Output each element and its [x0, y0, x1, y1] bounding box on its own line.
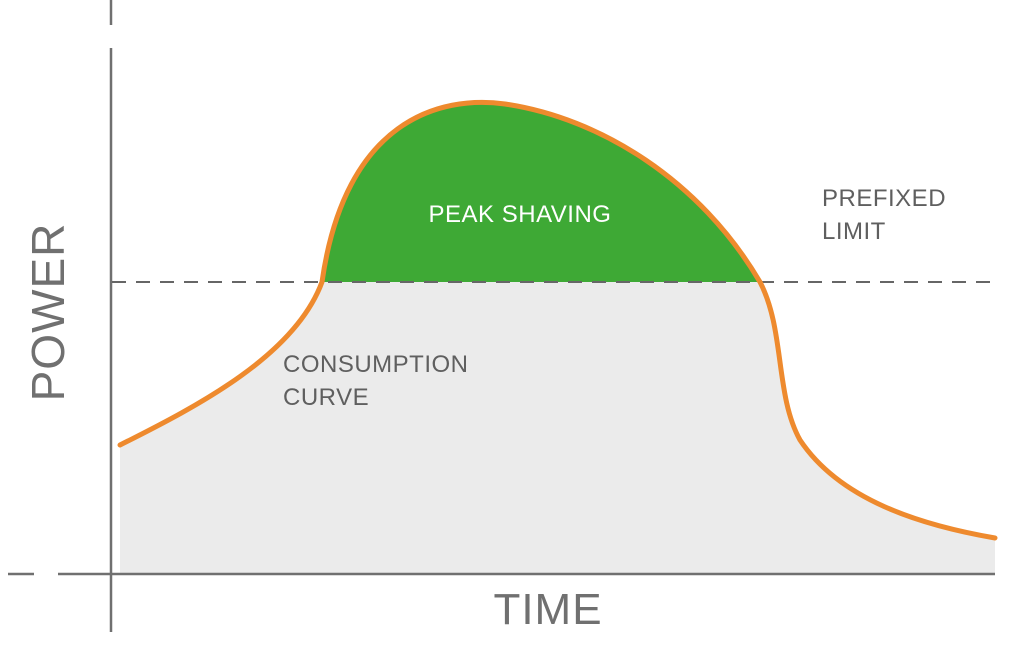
prefixed-limit-label-line2: LIMIT [822, 218, 886, 245]
peak-shaving-label: PEAK SHAVING [428, 201, 612, 228]
consumption-curve-label: CONSUMPTION CURVE [283, 348, 483, 414]
consumption-curve-label-line1: CONSUMPTION [283, 351, 469, 378]
y-axis-label: POWER [22, 222, 74, 402]
prefixed-limit-label: PREFIXED LIMIT [822, 182, 952, 248]
consumption-area [120, 282, 995, 574]
peak-shaving-area [322, 102, 760, 282]
consumption-curve-label-line2: CURVE [283, 384, 370, 411]
consumption-curve-line [117, 99, 998, 541]
x-axis-label: TIME [493, 585, 603, 634]
prefixed-limit-label-line1: PREFIXED [822, 185, 947, 212]
